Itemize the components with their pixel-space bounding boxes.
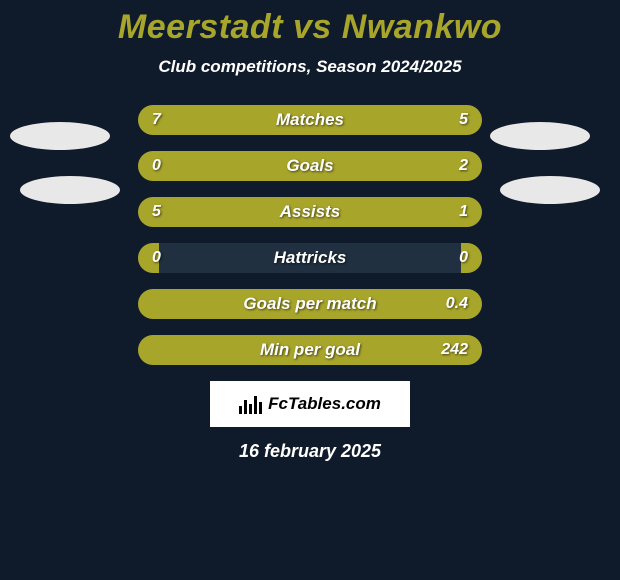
- stat-row: 00Hattricks: [138, 243, 482, 273]
- stat-label: Goals: [138, 151, 482, 181]
- subtitle: Club competitions, Season 2024/2025: [0, 57, 620, 77]
- title: Meerstadt vs Nwankwo: [0, 0, 620, 47]
- player-badge-left: [20, 176, 120, 204]
- stat-label: Assists: [138, 197, 482, 227]
- stat-row: 0.4Goals per match: [138, 289, 482, 319]
- footer-date: 16 february 2025: [0, 441, 620, 462]
- stat-label: Hattricks: [138, 243, 482, 273]
- title-player1: Meerstadt: [118, 8, 283, 46]
- title-player2: Nwankwo: [342, 8, 502, 46]
- bar-chart-icon: [239, 394, 262, 414]
- player-badge-right: [490, 122, 590, 150]
- stat-row: 75Matches: [138, 105, 482, 135]
- stat-label: Goals per match: [138, 289, 482, 319]
- footer-logo-text: FcTables.com: [268, 394, 381, 414]
- player-badge-right: [500, 176, 600, 204]
- stat-label: Min per goal: [138, 335, 482, 365]
- stat-row: 242Min per goal: [138, 335, 482, 365]
- title-vs: vs: [293, 8, 332, 46]
- stat-row: 51Assists: [138, 197, 482, 227]
- footer-logo: FcTables.com: [210, 381, 410, 427]
- stat-row: 02Goals: [138, 151, 482, 181]
- player-badge-left: [10, 122, 110, 150]
- stat-label: Matches: [138, 105, 482, 135]
- comparison-infographic: Meerstadt vs Nwankwo Club competitions, …: [0, 0, 620, 580]
